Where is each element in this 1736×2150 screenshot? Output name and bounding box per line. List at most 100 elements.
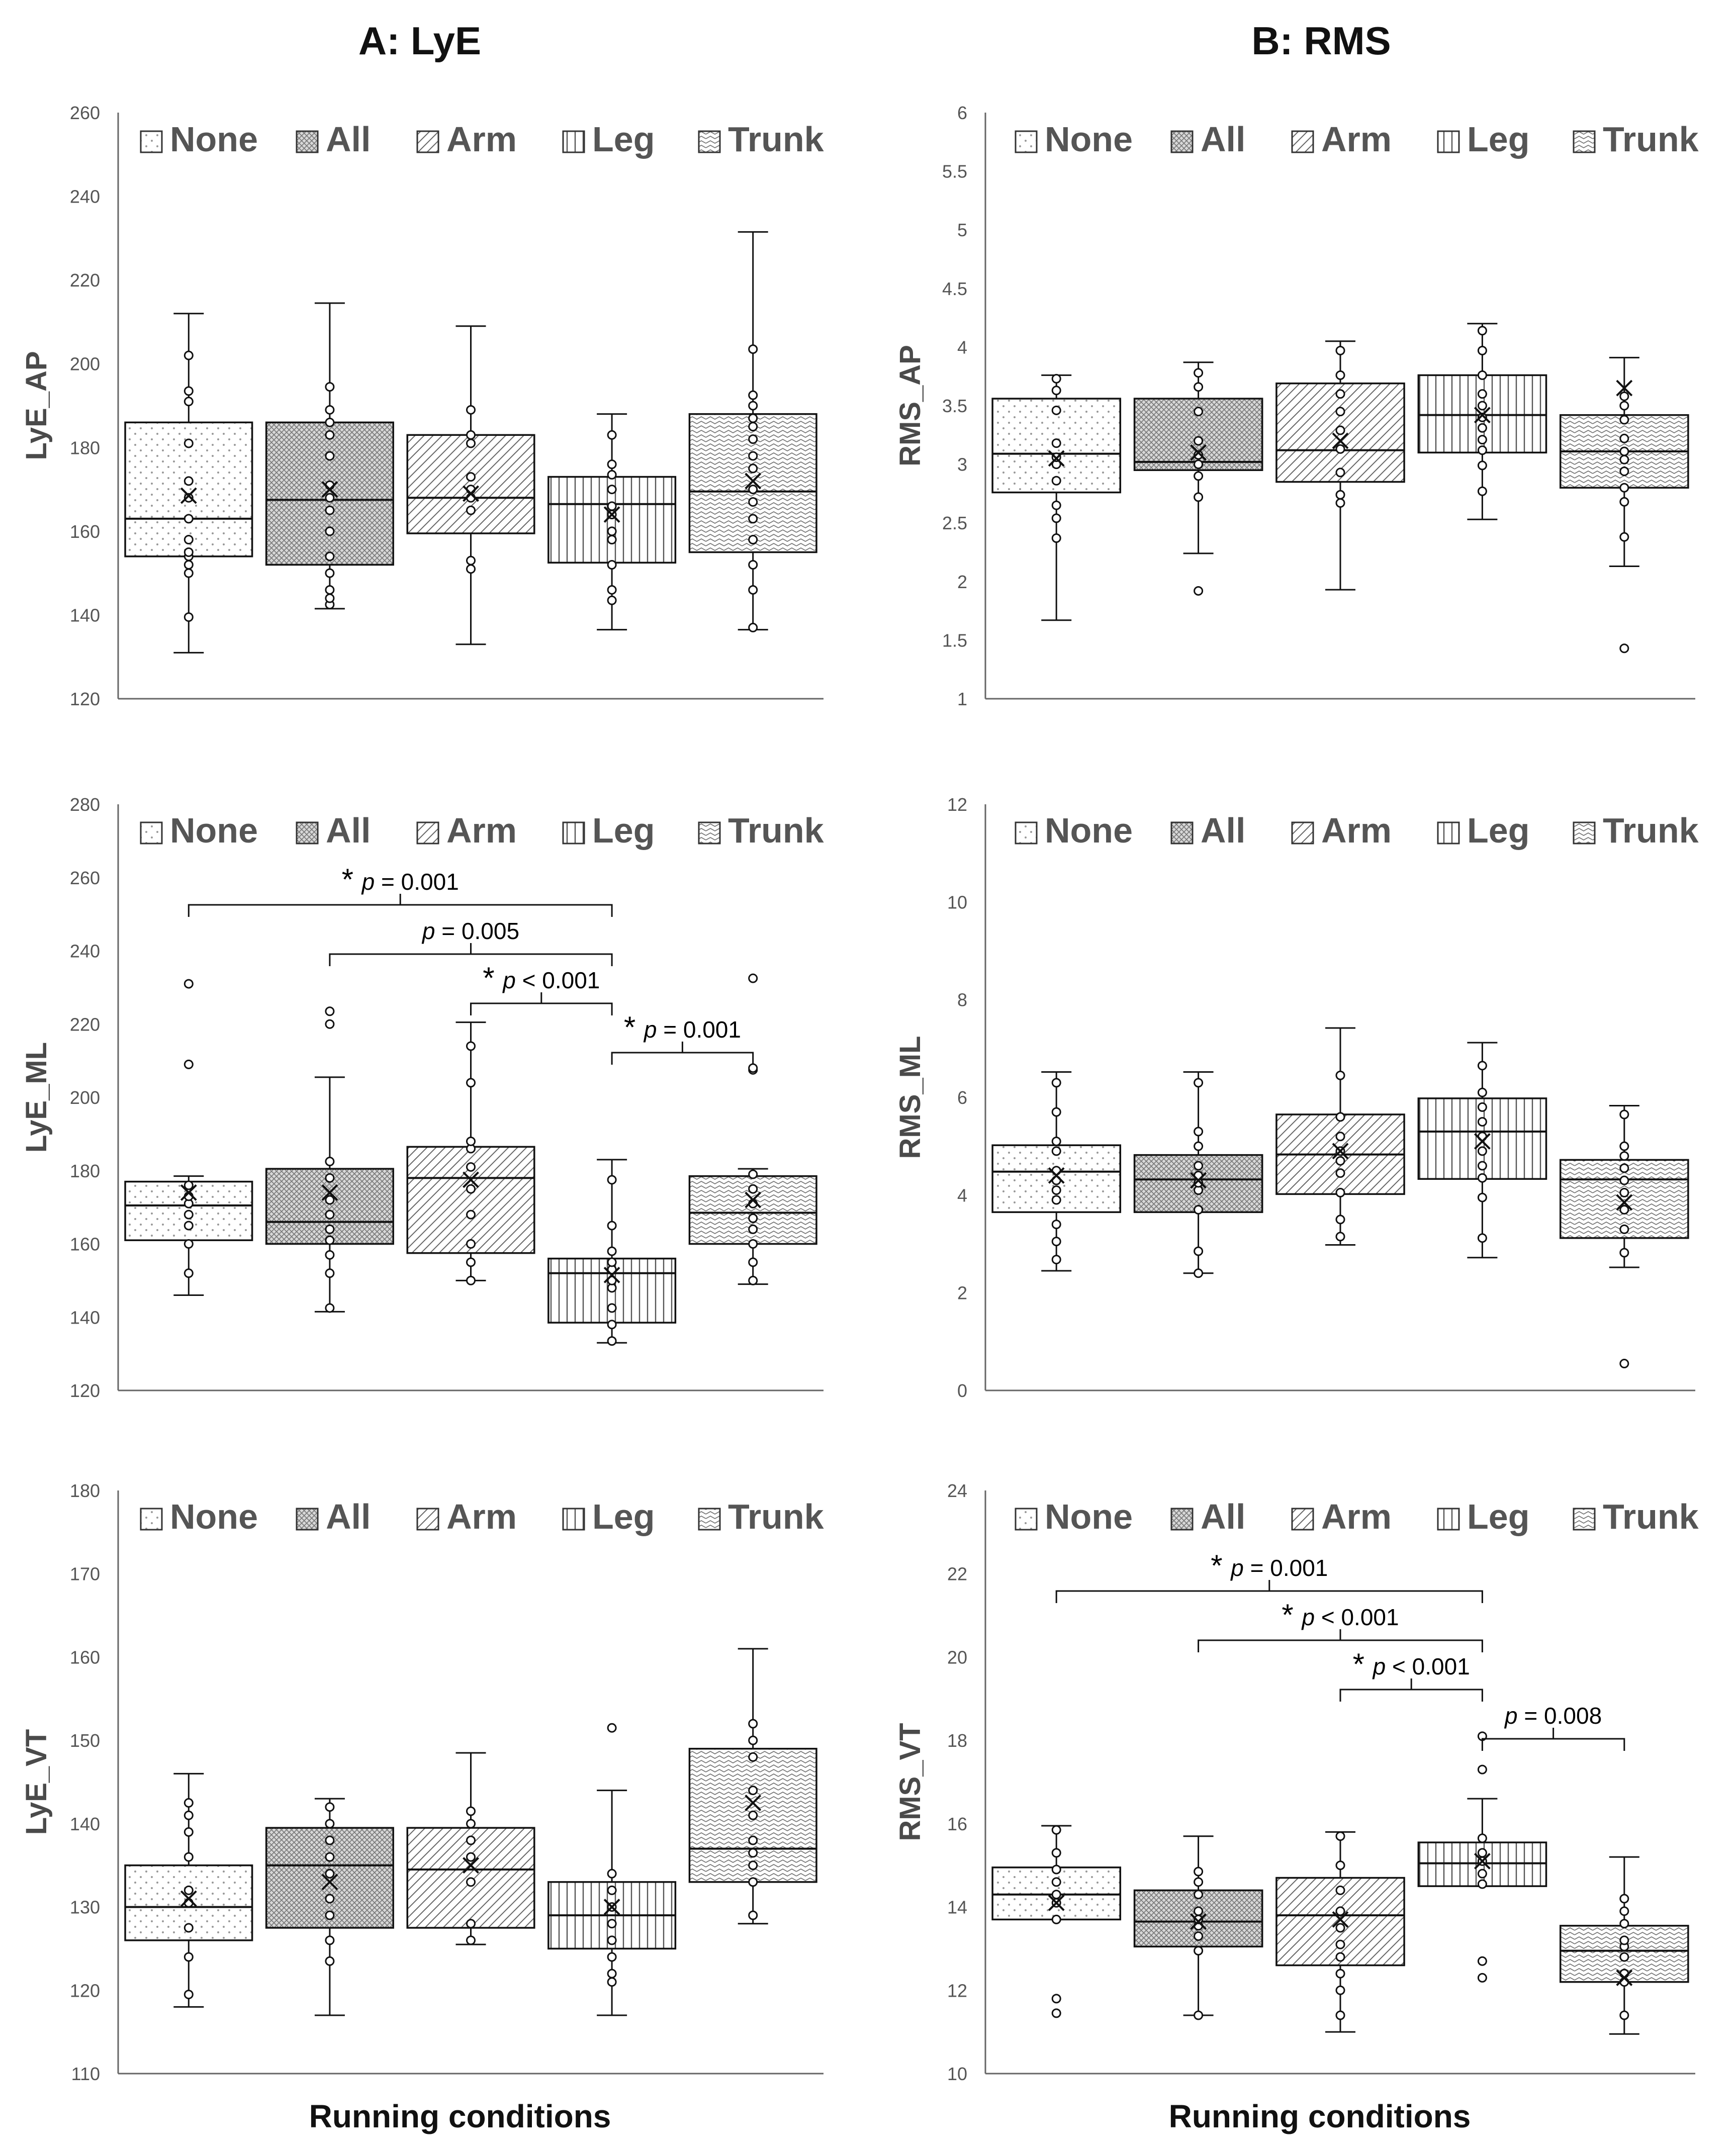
data-point bbox=[607, 1723, 617, 1733]
data-point bbox=[1194, 368, 1204, 378]
data-point bbox=[1477, 389, 1487, 399]
data-point bbox=[748, 485, 758, 495]
data-point bbox=[748, 1810, 758, 1820]
data-point bbox=[1619, 446, 1629, 456]
data-point bbox=[1194, 459, 1204, 470]
legend-item: Arm bbox=[446, 1497, 517, 1536]
legend-item: All bbox=[326, 120, 371, 159]
data-point bbox=[1194, 1906, 1204, 1916]
data-point bbox=[325, 1852, 335, 1862]
y-tick-label: 240 bbox=[70, 186, 100, 207]
data-point bbox=[184, 1923, 194, 1933]
box-all bbox=[265, 1006, 394, 1313]
data-point bbox=[1477, 1973, 1487, 1983]
data-point bbox=[325, 1224, 335, 1234]
data-point bbox=[1619, 483, 1629, 493]
data-point bbox=[1619, 497, 1629, 507]
data-point bbox=[184, 1952, 194, 1962]
data-point bbox=[184, 1221, 194, 1231]
rms-vt-chart: 10 12 14 16 18 20 22 24 RMS_VT None All Arm Leg Trunk… bbox=[894, 1480, 1699, 2084]
y-tick-label: 200 bbox=[70, 354, 100, 375]
data-point bbox=[1051, 1220, 1061, 1230]
y-tick-label: 6 bbox=[957, 1087, 967, 1108]
y-tick-label: 120 bbox=[70, 1380, 100, 1401]
data-point bbox=[1619, 1248, 1629, 1258]
data-point bbox=[607, 459, 617, 470]
data-point bbox=[748, 390, 758, 400]
data-point bbox=[1194, 1866, 1204, 1877]
data-point bbox=[1619, 1204, 1629, 1214]
data-point bbox=[184, 1059, 194, 1069]
mean-marker bbox=[463, 485, 479, 502]
data-point bbox=[184, 514, 194, 524]
data-point bbox=[607, 1320, 617, 1330]
data-point bbox=[1194, 471, 1204, 481]
mean-marker bbox=[1616, 380, 1633, 397]
data-point bbox=[748, 1848, 758, 1858]
y-tick-label: 1 bbox=[957, 689, 967, 709]
data-point bbox=[184, 535, 194, 545]
data-point bbox=[607, 485, 617, 495]
data-point bbox=[1194, 407, 1204, 417]
data-point bbox=[1477, 401, 1487, 411]
mean-marker bbox=[1190, 1913, 1207, 1930]
y-tick-label: 16 bbox=[947, 1814, 967, 1834]
data-point bbox=[466, 505, 476, 515]
data-point bbox=[1194, 1890, 1204, 1900]
data-point bbox=[607, 1221, 617, 1231]
data-point bbox=[325, 451, 335, 461]
data-point bbox=[184, 397, 194, 407]
y-tick-label: 4 bbox=[957, 1185, 967, 1205]
mean-marker bbox=[745, 473, 762, 490]
data-point bbox=[1477, 1061, 1487, 1071]
data-point bbox=[325, 1303, 335, 1313]
data-point bbox=[1477, 1868, 1487, 1879]
legend-swatch bbox=[1573, 1508, 1596, 1531]
data-point bbox=[748, 514, 758, 524]
mean-marker bbox=[1048, 1894, 1065, 1911]
legend-swatch bbox=[562, 1508, 585, 1531]
box-trunk bbox=[688, 1648, 817, 1925]
mean-marker bbox=[1048, 1167, 1065, 1184]
data-point bbox=[607, 1868, 617, 1879]
data-point bbox=[607, 1935, 617, 1945]
data-point bbox=[325, 1157, 335, 1167]
box-leg bbox=[1417, 323, 1547, 520]
data-point bbox=[325, 1935, 335, 1945]
data-point bbox=[1335, 407, 1345, 417]
box-arm bbox=[1275, 340, 1405, 591]
data-point bbox=[184, 1990, 194, 2000]
data-point bbox=[1477, 1161, 1487, 1171]
y-tick-label: 120 bbox=[70, 1980, 100, 2001]
box-trunk bbox=[1559, 1105, 1689, 1369]
data-point bbox=[325, 526, 335, 536]
y-tick-label: 120 bbox=[70, 689, 100, 709]
data-point bbox=[184, 1810, 194, 1820]
data-point bbox=[1194, 1246, 1204, 1256]
legend-swatch bbox=[296, 821, 319, 845]
data-point bbox=[748, 1786, 758, 1796]
data-point bbox=[607, 1246, 617, 1256]
box-trunk bbox=[1559, 1856, 1689, 2035]
p-value-label: p = 0.005 bbox=[421, 918, 519, 944]
data-point bbox=[1477, 486, 1487, 496]
y-tick-label: 260 bbox=[70, 103, 100, 123]
mean-marker bbox=[603, 1899, 620, 1915]
data-point bbox=[466, 1078, 476, 1088]
data-point bbox=[1335, 1132, 1345, 1142]
data-point bbox=[1051, 1255, 1061, 1265]
data-point bbox=[1477, 1117, 1487, 1127]
mean-marker bbox=[180, 1184, 197, 1201]
data-point bbox=[1477, 435, 1487, 445]
data-point bbox=[1194, 1268, 1204, 1278]
legend-item: Trunk bbox=[1603, 811, 1699, 850]
data-point bbox=[1335, 1885, 1345, 1895]
data-point bbox=[1477, 370, 1487, 380]
data-point bbox=[1051, 1078, 1061, 1088]
data-point bbox=[607, 1885, 617, 1895]
p-value-label: p = 0.008 bbox=[1504, 1703, 1602, 1729]
legend-item: None bbox=[170, 120, 258, 159]
data-point bbox=[325, 382, 335, 392]
data-point bbox=[184, 1180, 194, 1190]
legend-swatch bbox=[1437, 1508, 1460, 1531]
